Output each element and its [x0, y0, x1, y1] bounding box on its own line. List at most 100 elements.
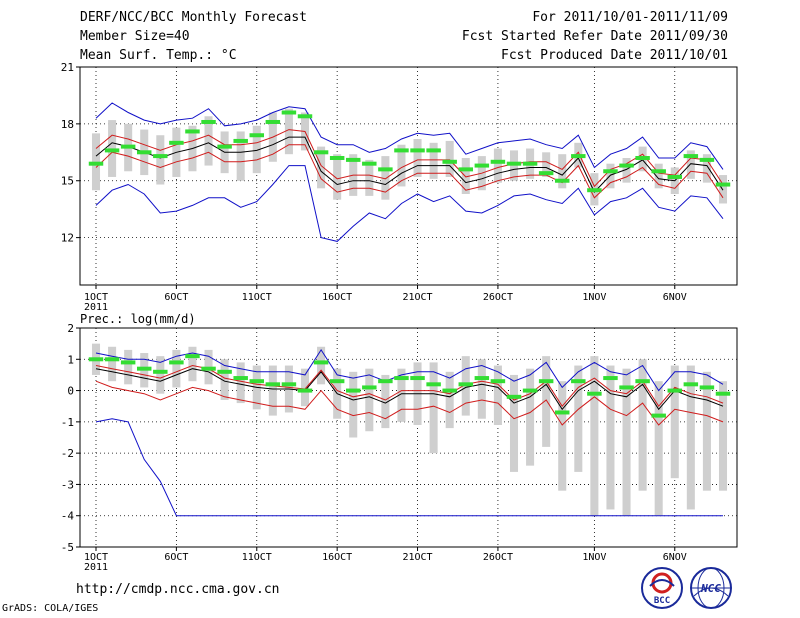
- variable-label: Mean Surf. Temp.: °C: [80, 48, 237, 63]
- ensemble-box: [284, 108, 293, 155]
- ensemble-box: [220, 359, 229, 400]
- series-minimum: [95, 418, 723, 517]
- climatology-mark: [217, 369, 232, 374]
- ensemble-box: [542, 152, 551, 177]
- ensemble-box: [606, 365, 615, 510]
- climatology-mark: [169, 140, 184, 145]
- ensemble-box: [622, 157, 631, 183]
- ensemble-box: [333, 154, 342, 200]
- panel-title-precipitation: Prec.: log(mm/d): [80, 312, 196, 326]
- climatology-mark: [217, 144, 232, 149]
- y-tick-label: -3: [61, 478, 74, 491]
- ensemble-box: [638, 359, 647, 491]
- ensemble-box: [574, 365, 583, 472]
- climatology-mark: [458, 167, 474, 172]
- ensemble-box: [686, 150, 695, 179]
- climatology-mark: [715, 182, 731, 187]
- climatology-mark: [683, 154, 699, 159]
- series-minimum: [95, 165, 724, 242]
- climatology-mark: [329, 155, 345, 160]
- y-tick-label: 18: [61, 118, 74, 131]
- x-tick-label: 1NOV: [582, 292, 606, 303]
- climatology-mark: [474, 163, 490, 168]
- ensemble-box: [300, 368, 310, 407]
- bcc-logo-text: BCC: [654, 596, 670, 606]
- ensemble-box: [461, 157, 470, 195]
- ensemble-box: [493, 365, 502, 425]
- climatology-mark: [506, 161, 522, 166]
- ensemble-box: [445, 371, 454, 429]
- climatology-mark: [297, 114, 313, 119]
- grads-credit: GrADS: COLA/IGES: [2, 603, 99, 614]
- climatology-mark: [104, 357, 120, 362]
- climatology-mark: [313, 360, 329, 365]
- climatology-mark: [715, 391, 731, 396]
- climatology-mark: [619, 385, 634, 390]
- x-tick-label: 1OCT: [84, 552, 108, 563]
- forecast-period: For 2011/10/01-2011/11/09: [532, 10, 728, 25]
- forecast-produced-date: Fcst Produced Date 2011/10/01: [501, 48, 728, 63]
- climatology-mark: [667, 388, 683, 393]
- ensemble-box: [654, 163, 663, 189]
- x-tick-label: 6OCT: [164, 292, 188, 303]
- climatology-mark: [153, 154, 168, 159]
- ensemble-box: [622, 368, 631, 516]
- climatology-mark: [587, 188, 602, 193]
- ncc-logo-text: NCC: [700, 582, 721, 595]
- climatology-mark: [651, 413, 666, 418]
- climatology-mark: [394, 376, 409, 381]
- climatology-mark: [201, 366, 216, 371]
- y-tick-label: 2: [67, 322, 74, 335]
- ensemble-box: [349, 371, 358, 438]
- ensemble-box: [509, 374, 519, 472]
- climatology-mark: [571, 379, 586, 384]
- x-tick-label: 2011: [84, 562, 108, 573]
- climatology-mark: [458, 382, 474, 387]
- ensemble-box: [686, 365, 695, 510]
- ensemble-box: [365, 368, 374, 432]
- climatology-mark: [329, 379, 345, 384]
- climatology-mark: [683, 382, 699, 387]
- plot-frame: [79, 66, 738, 286]
- x-tick-label: 16OCT: [322, 552, 352, 563]
- ensemble-box: [493, 148, 502, 183]
- ensemble-box: [542, 356, 551, 447]
- y-tick-label: -4: [61, 510, 75, 523]
- ensemble-box: [236, 131, 245, 181]
- x-tick-label: 21OCT: [402, 292, 432, 303]
- chart-title: DERF/NCC/BCC Monthly Forecast: [80, 10, 307, 25]
- series-maximum: [95, 102, 724, 170]
- ensemble-box: [718, 381, 728, 491]
- climatology-mark: [554, 410, 570, 415]
- climatology-mark: [104, 148, 120, 153]
- climatology-mark: [635, 155, 650, 160]
- climatology-mark: [587, 391, 602, 396]
- climatology-mark: [345, 157, 361, 162]
- climatology-mark: [603, 376, 618, 381]
- climatology-mark: [233, 138, 248, 143]
- ensemble-box: [702, 154, 711, 183]
- climatology-mark: [699, 157, 715, 162]
- climatology-mark: [603, 169, 618, 174]
- ensemble-box: [397, 368, 406, 422]
- ensemble-box: [590, 356, 599, 516]
- series-maximum: [95, 348, 724, 392]
- climatology-mark: [378, 167, 393, 172]
- climatology-mark: [249, 133, 265, 138]
- climatology-mark: [362, 385, 377, 390]
- x-tick-label: 2011: [84, 302, 108, 313]
- plot-frame: [79, 327, 738, 548]
- x-tick-label: 11OCT: [242, 292, 272, 303]
- climatology-mark: [265, 382, 281, 387]
- ensemble-box: [317, 346, 326, 385]
- ensemble-box: [236, 362, 245, 404]
- climatology-mark: [281, 110, 297, 115]
- y-tick-label: -1: [61, 416, 74, 429]
- ensemble-box: [108, 346, 117, 382]
- ensemble-box: [156, 356, 165, 394]
- bcc-logo: BCC: [640, 566, 684, 610]
- source-url[interactable]: http://cmdp.ncc.cma.gov.cn: [76, 582, 280, 597]
- ensemble-box: [654, 381, 663, 516]
